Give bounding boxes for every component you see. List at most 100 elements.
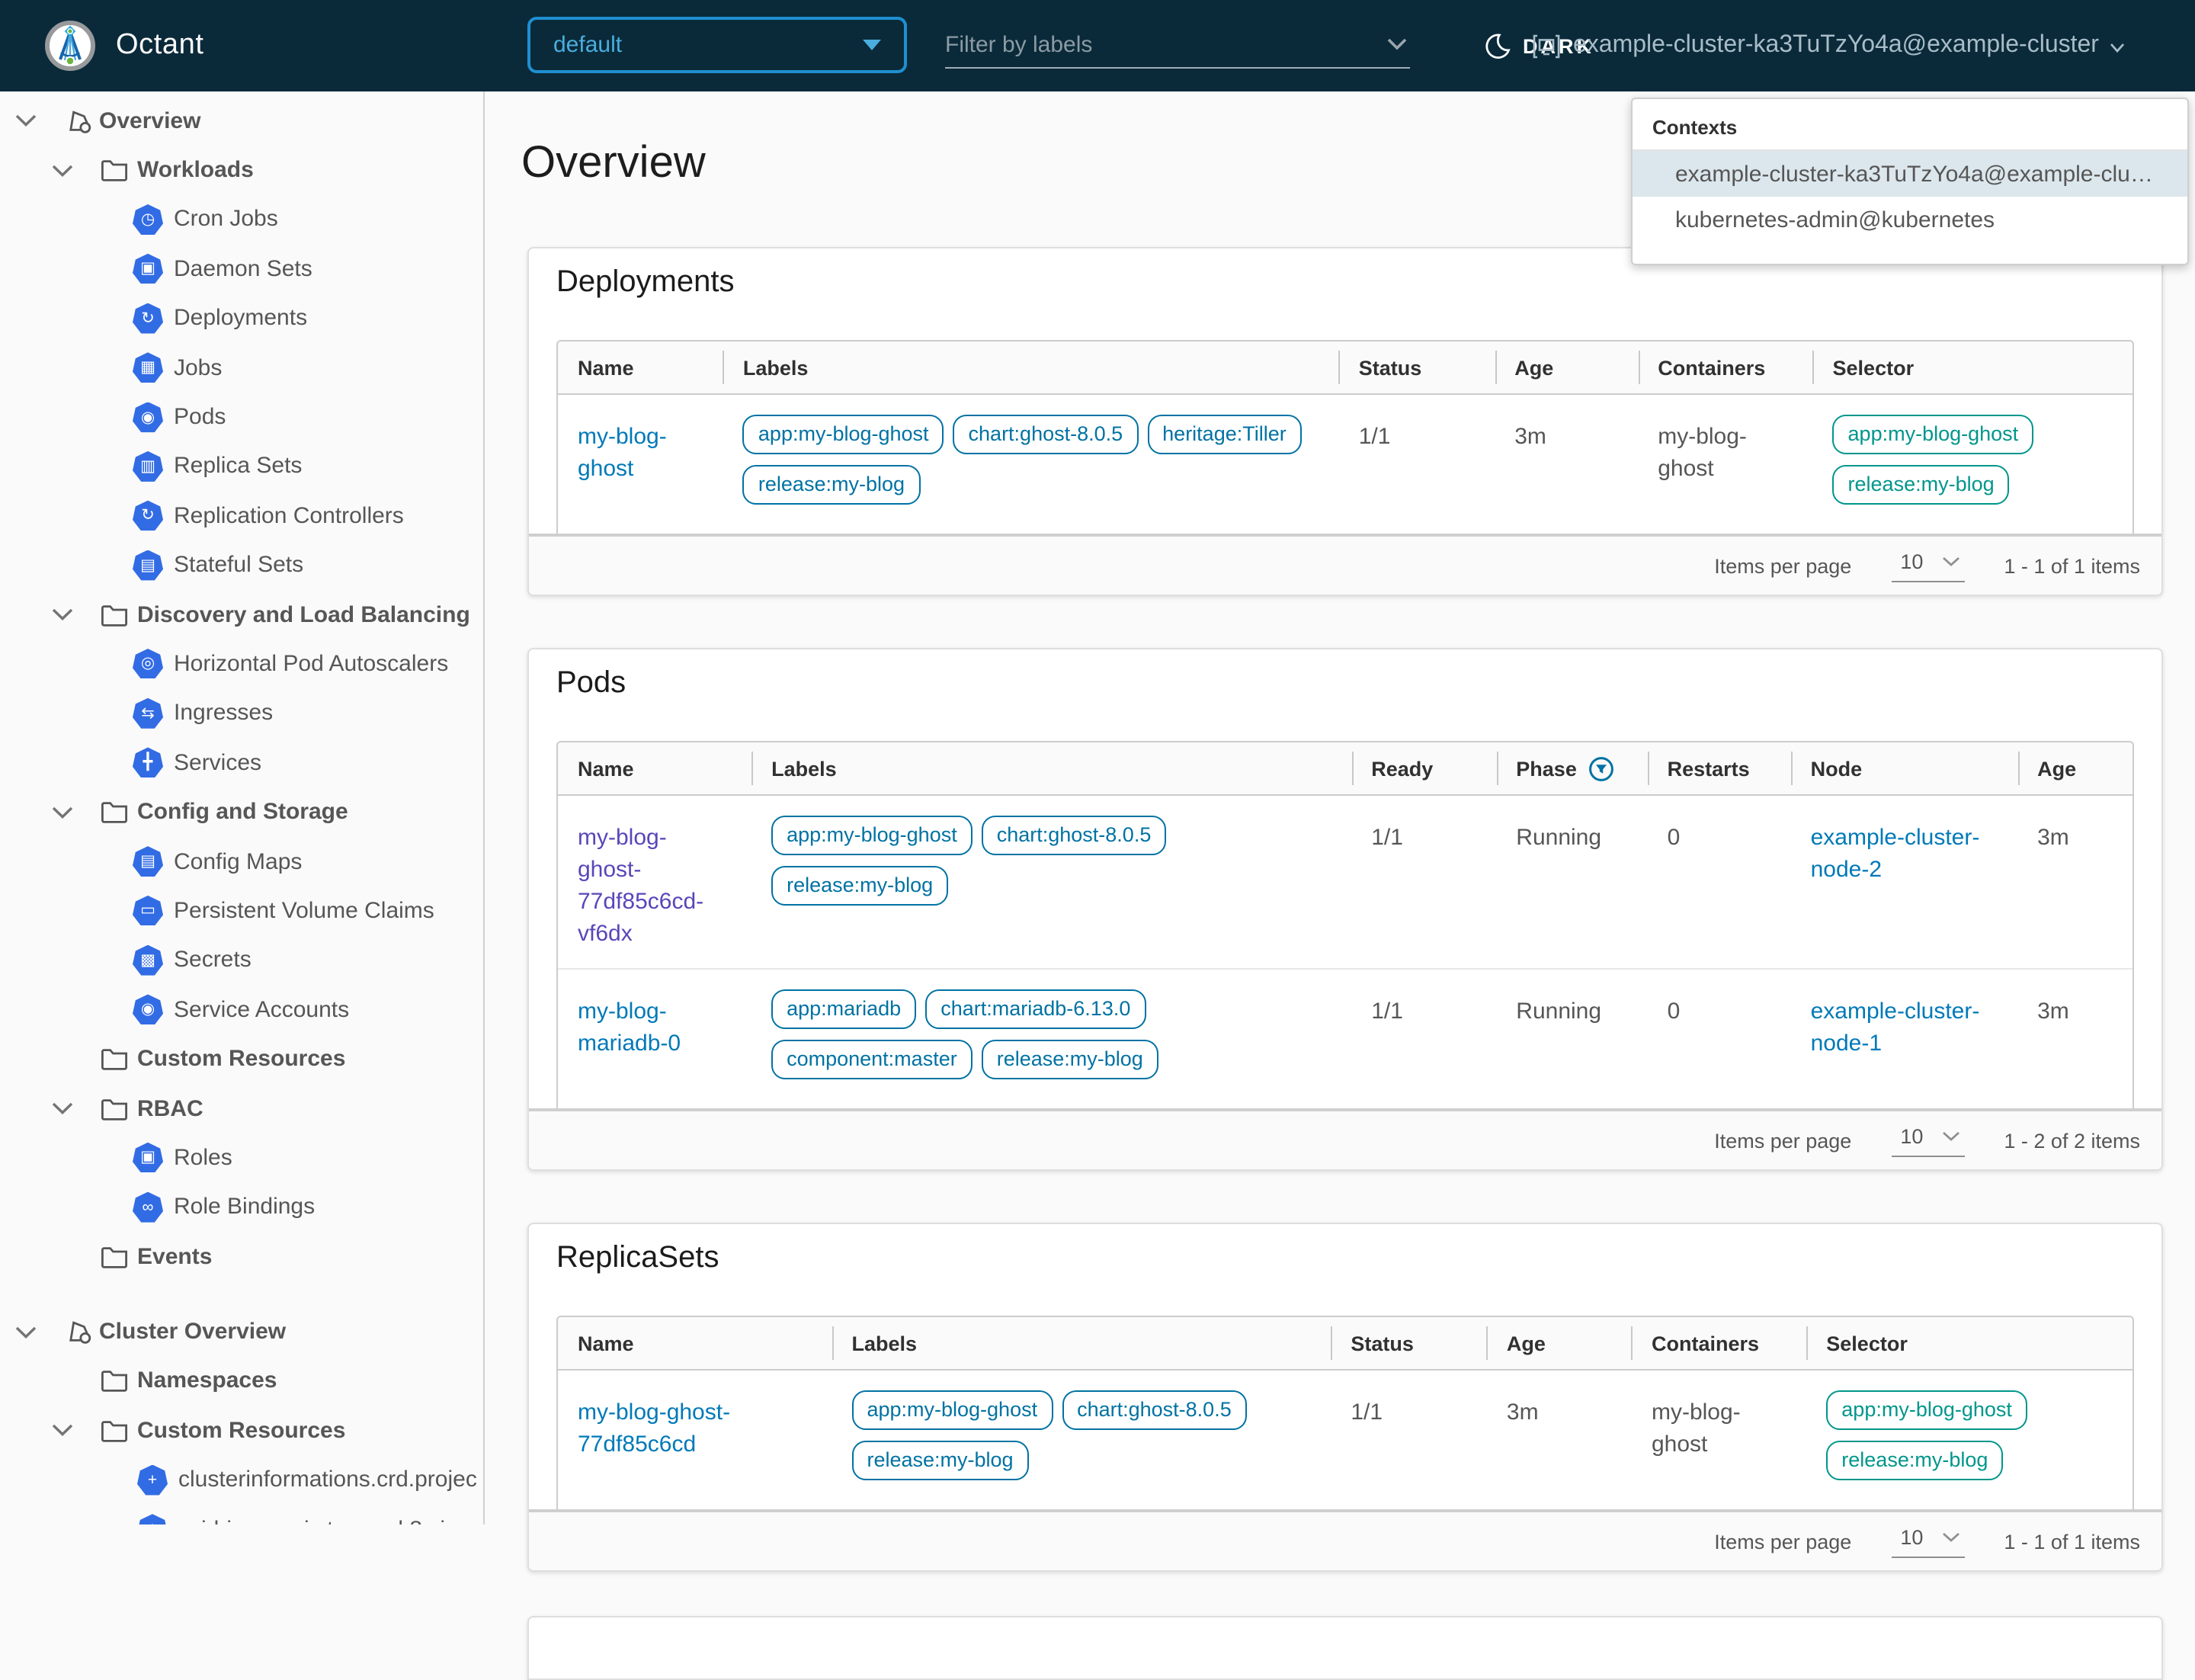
node-link[interactable]: example-cluster-node-1 <box>1810 999 1980 1056</box>
tag-line: app:my-blog-ghost chart:ghost-8.0.5 herita… <box>742 415 1330 454</box>
label-filter <box>945 21 1410 69</box>
sidebar-item-label: Pods <box>174 404 226 431</box>
column-header-label: Age <box>1506 1332 1546 1355</box>
sidebar-item-horizontal-pod-autoscalers[interactable]: ◎ Horizontal Pod Autoscalers <box>0 640 483 689</box>
context-label: example-cluster-ka3TuTzYo4a@example-clus… <box>1573 32 2099 58</box>
chevron-down-icon[interactable] <box>15 1326 37 1339</box>
chevron-down-icon[interactable] <box>52 806 73 819</box>
column-header-selector: Selector <box>1806 1317 2133 1369</box>
chevron-down-icon[interactable] <box>52 1425 73 1437</box>
cell-text: my-blog-ghost <box>1658 424 1747 482</box>
items-per-page-label: Items per page <box>1714 1129 1852 1152</box>
chevron-down-icon[interactable] <box>52 1102 73 1114</box>
context-menu-item-label: kubernetes-admin@kubernetes <box>1675 207 1995 232</box>
chevron-down-icon[interactable] <box>1387 38 1407 50</box>
brand-title: Octant <box>116 29 204 61</box>
filter-icon[interactable] <box>1589 756 1615 782</box>
page-size-select[interactable]: 10 <box>1891 550 1965 582</box>
sidebar-item-service-accounts[interactable]: ◉ Service Accounts <box>0 985 483 1034</box>
chevron-down-icon <box>1942 556 1959 566</box>
column-header-label: Age <box>1514 357 1554 380</box>
applications-icon <box>64 105 95 136</box>
context-selector[interactable]: example-cluster-ka3TuTzYo4a@example-clus… <box>1532 0 2125 91</box>
table-row: my-blog-ghost app:my-blog-ghost chart:ghos… <box>558 395 2133 534</box>
tag-line: release:my-blog <box>851 1441 1322 1480</box>
cell-text: 3m <box>2037 999 2069 1024</box>
sidebar-item-custom-resources[interactable]: Custom Resources <box>0 1034 483 1084</box>
column-header-labels: Labels <box>751 742 1352 794</box>
sidebar-item-stateful-sets[interactable]: ▤ Stateful Sets <box>0 540 483 590</box>
top-navbar: Octant default DARK <box>0 0 2195 91</box>
node-link[interactable]: example-cluster-node-2 <box>1810 825 1980 883</box>
tag-line: release:my-blog <box>771 866 1342 906</box>
folder-icon <box>101 156 128 184</box>
page-size-select[interactable]: 10 <box>1891 1124 1965 1156</box>
sidebar-item-rbac[interactable]: RBAC <box>0 1084 483 1133</box>
sidebar-item-namespaces[interactable]: Namespaces <box>0 1357 483 1406</box>
cron-jobs-icon: ◷ <box>133 204 163 235</box>
resource-name-link[interactable]: my-blog-mariadb-0 <box>578 999 681 1056</box>
tag-line: app:my-blog-ghost <box>1832 415 2123 454</box>
label-tag: chart:ghost-8.0.5 <box>953 415 1139 454</box>
column-header-label: Name <box>578 1332 634 1355</box>
chevron-down-icon[interactable] <box>15 114 37 127</box>
sidebar-item-deployments[interactable]: ↻ Deployments <box>0 293 483 343</box>
sidebar-item-csidrivers-csi-storage-k8s-io[interactable]: + csidrivers.csi.storage.k8s.io <box>0 1505 483 1525</box>
sidebar-item-persistent-volume-claims[interactable]: ▭ Persistent Volume Claims <box>0 886 483 936</box>
sidebar-gap <box>0 1281 483 1307</box>
label-filter-input[interactable] <box>945 31 1387 57</box>
tag-line: app:my-blog-ghost chart:ghost-8.0.5 <box>851 1390 1322 1430</box>
chevron-down-icon[interactable] <box>52 164 73 177</box>
sidebar-item-label: Stateful Sets <box>174 552 304 579</box>
sidebar-item-overview[interactable]: Overview <box>0 96 483 146</box>
sidebar-item-clusterinformations-crd-projec[interactable]: + clusterinformations.crd.projec <box>0 1455 483 1505</box>
sidebar-item-replication-controllers[interactable]: ↻ Replication Controllers <box>0 491 483 540</box>
deployments-table: Name Labels Status Age Containers Selector my-… <box>558 341 2133 534</box>
context-menu-item-example-cluster-ka3tutzyo4a-example-clu[interactable]: example-cluster-ka3TuTzYo4a@example-clu… <box>1633 151 2187 197</box>
cell-age: 3m <box>1495 395 1638 534</box>
namespace-select[interactable]: default <box>527 17 907 73</box>
stateful-sets-icon: ▤ <box>133 550 163 581</box>
sidebar-item-cron-jobs[interactable]: ◷ Cron Jobs <box>0 195 483 245</box>
sidebar-item-custom-resources[interactable]: Custom Resources <box>0 1406 483 1455</box>
resource-name-link[interactable]: my-blog-ghost-77df85c6cd <box>578 1399 731 1457</box>
sidebar-item-label: Ingresses <box>174 700 274 726</box>
sidebar-item-jobs[interactable]: ▦ Jobs <box>0 343 483 393</box>
sidebar-item-services[interactable]: ╋ Services <box>0 738 483 787</box>
sidebar-item-config-maps[interactable]: ▤ Config Maps <box>0 837 483 886</box>
sidebar-item-label: clusterinformations.crd.projec <box>178 1467 477 1493</box>
column-header-label: Labels <box>851 1332 918 1355</box>
sidebar-item-ingresses[interactable]: ⇆ Ingresses <box>0 688 483 738</box>
context-menu-item-kubernetes-admin-kubernetes[interactable]: kubernetes-admin@kubernetes <box>1633 197 2187 242</box>
next-card-partial <box>527 1616 2163 1680</box>
sidebar-item-label: Horizontal Pod Autoscalers <box>174 650 449 677</box>
deployments-card: Deployments Name Labels Status Age Container… <box>527 247 2163 596</box>
sidebar-item-roles[interactable]: ▣ Roles <box>0 1133 483 1182</box>
replica-sets-icon: ▥ <box>133 450 163 482</box>
selector-tag: app:my-blog-ghost <box>1832 415 2034 454</box>
label-tag: app:my-blog-ghost <box>851 1390 1053 1430</box>
chevron-down-icon[interactable] <box>52 608 73 621</box>
tag-line: release:my-blog <box>1832 465 2123 505</box>
sidebar-item-cluster-overview[interactable]: Cluster Overview <box>0 1307 483 1357</box>
sidebar-item-daemon-sets[interactable]: ▣ Daemon Sets <box>0 244 483 293</box>
chevron-down-icon <box>1942 1531 1959 1541</box>
sidebar-item-replica-sets[interactable]: ▥ Replica Sets <box>0 441 483 491</box>
sidebar-item-events[interactable]: Events <box>0 1232 483 1281</box>
cell-text: 3m <box>1514 424 1546 450</box>
sidebar-item-workloads[interactable]: Workloads <box>0 146 483 195</box>
page-size-select[interactable]: 10 <box>1891 1525 1965 1557</box>
column-header-label: Phase <box>1516 758 1577 781</box>
folder-icon <box>101 1045 128 1072</box>
sidebar-item-discovery-and-load-balancing[interactable]: Discovery and Load Balancing <box>0 590 483 640</box>
sidebar-item-config-and-storage[interactable]: Config and Storage <box>0 787 483 837</box>
table-row: my-blog-ghost-77df85c6cd app:my-blog-ghos… <box>558 1371 2133 1509</box>
sidebar-item-role-bindings[interactable]: ∞ Role Bindings <box>0 1182 483 1232</box>
sidebar-item-label: Cron Jobs <box>174 206 278 232</box>
folder-icon <box>101 1417 128 1444</box>
resource-name-link[interactable]: my-blog-ghost <box>578 424 667 482</box>
sidebar-item-secrets[interactable]: ▩ Secrets <box>0 935 483 985</box>
resource-name-link[interactable]: my-blog-ghost-77df85c6cd-vf6dx <box>578 825 704 947</box>
sidebar-item-pods[interactable]: ◉ Pods <box>0 393 483 442</box>
moon-icon <box>1482 31 1511 60</box>
